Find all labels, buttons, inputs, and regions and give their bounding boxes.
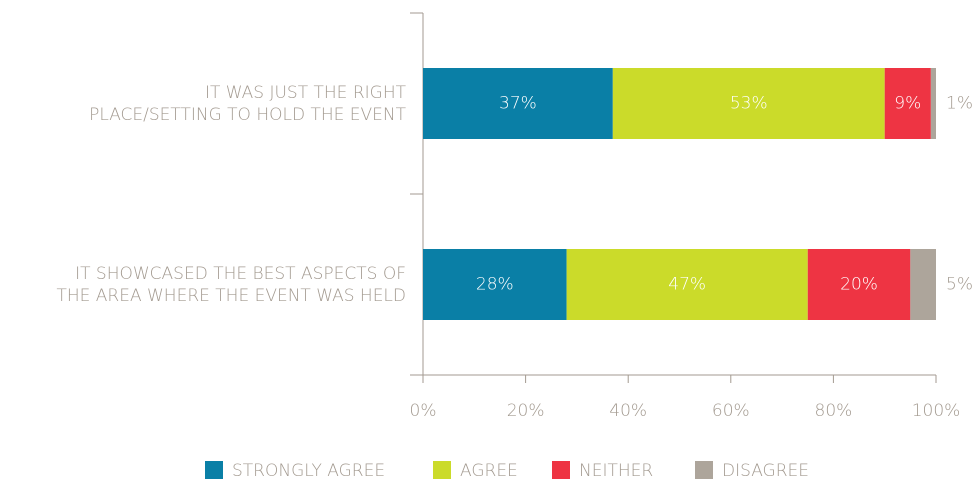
bar-segment <box>566 249 808 320</box>
value-label: 53% <box>730 94 768 114</box>
value-label: 37% <box>499 94 537 114</box>
bar-segment <box>930 68 936 139</box>
value-label: 20% <box>840 275 878 295</box>
legend-label: NEITHER <box>579 461 653 481</box>
bar-segment <box>612 68 885 139</box>
bar-segment <box>910 249 936 320</box>
legend-label: DISAGREE <box>722 461 809 481</box>
legend-swatch <box>433 461 451 479</box>
x-tick-label: 60% <box>712 401 750 421</box>
x-tick-label: 100% <box>912 401 961 421</box>
x-tick-label: 40% <box>609 401 647 421</box>
x-tick-label: 20% <box>507 401 545 421</box>
value-label: 5% <box>946 275 973 295</box>
value-label: 1% <box>946 94 973 114</box>
x-tick-label: 0% <box>410 401 437 421</box>
value-label: 9% <box>894 94 921 114</box>
x-tick-label: 80% <box>815 401 853 421</box>
bar-segment <box>423 249 567 320</box>
bar-segment <box>807 249 911 320</box>
legend-swatch <box>205 461 223 479</box>
legend-swatch <box>695 461 713 479</box>
bar-segment <box>884 68 931 139</box>
legend-swatch <box>552 461 570 479</box>
category-label: IT WAS JUST THE RIGHT PLACE/SETTING TO H… <box>89 82 406 125</box>
category-label: IT SHOWCASED THE BEST ASPECTS OF THE ARE… <box>56 263 406 306</box>
bar-segment <box>423 68 613 139</box>
legend-label: STRONGLY AGREE <box>232 461 385 481</box>
value-label: 47% <box>668 275 706 295</box>
legend-label: AGREE <box>460 461 518 481</box>
value-label: 28% <box>476 275 514 295</box>
